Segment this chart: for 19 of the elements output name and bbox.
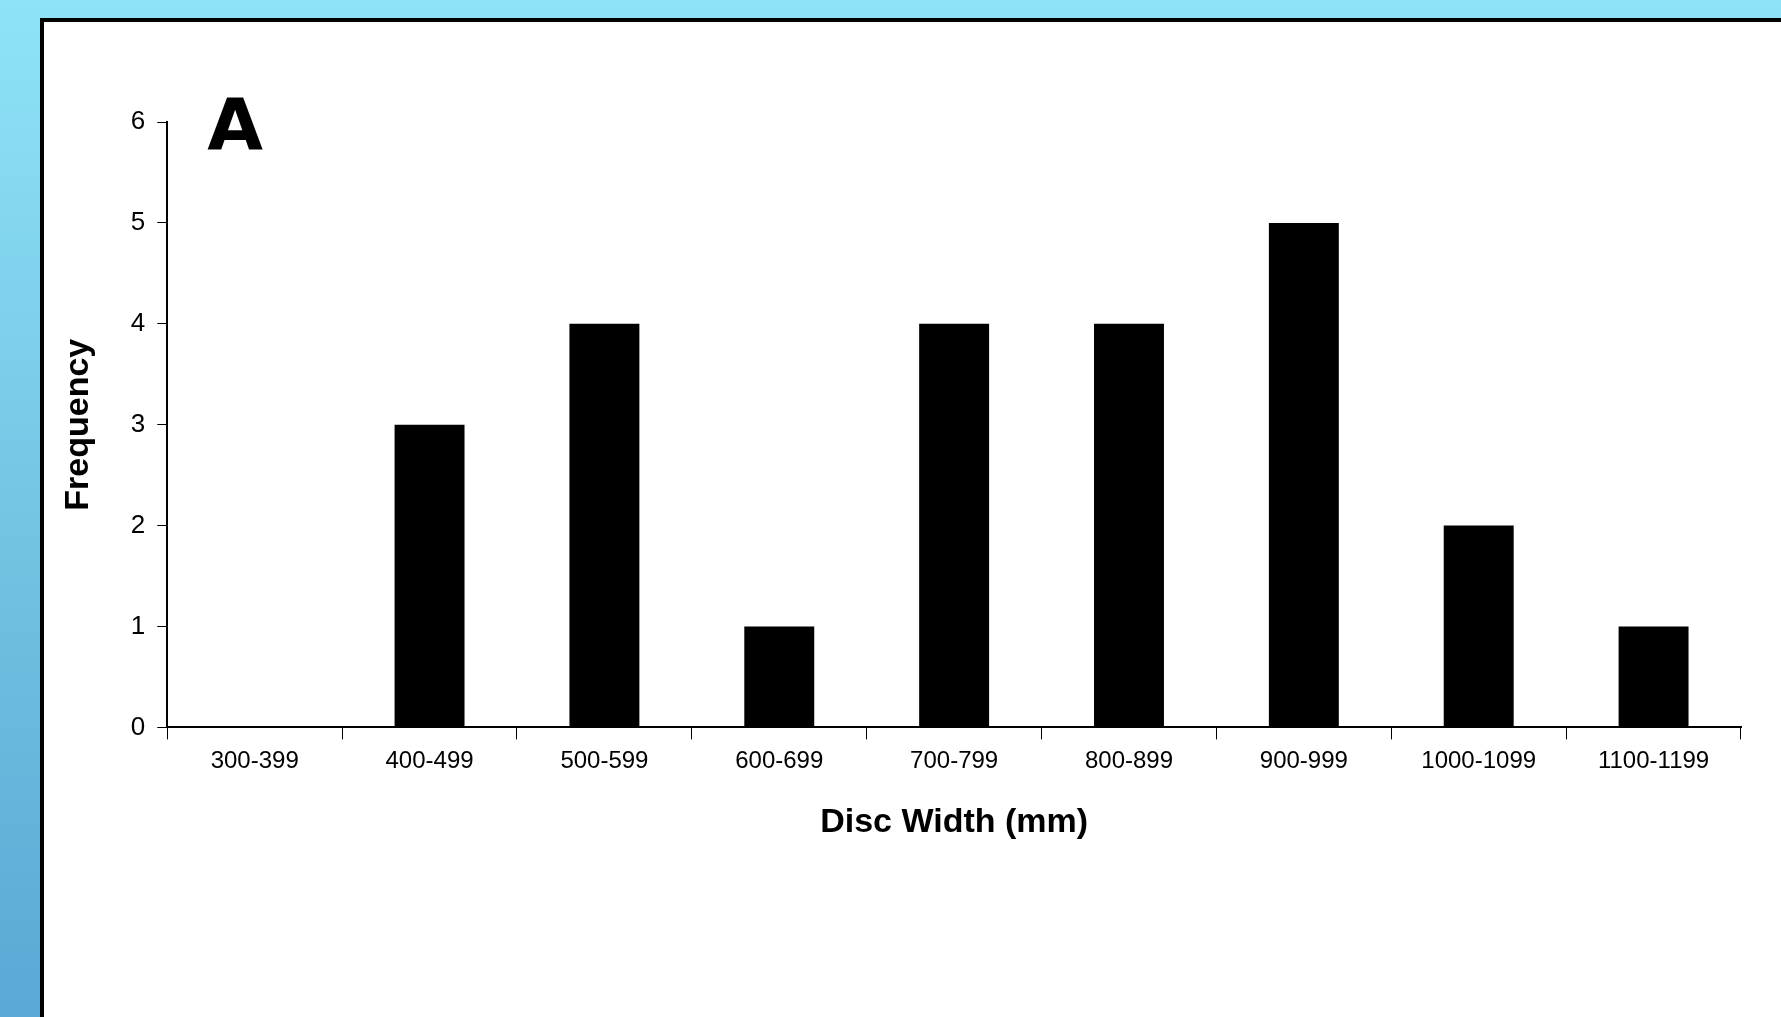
y-tick-label: 1 <box>130 609 146 640</box>
x-tick-label: 600-699 <box>735 746 824 774</box>
y-tick-label: 2 <box>130 508 146 539</box>
y-tick-label: 5 <box>130 206 146 237</box>
x-axis-title: Disc Width (mm) <box>820 800 1089 839</box>
y-axis-title: Frequency <box>56 338 95 511</box>
x-tick-label: 1100-1199 <box>1597 746 1710 774</box>
y-tick-label: 6 <box>130 105 146 136</box>
x-tick-label: 700-799 <box>910 746 999 774</box>
annotation: A <box>207 81 264 166</box>
y-tick-label: 0 <box>130 710 146 741</box>
y-tick-label: 3 <box>130 407 146 438</box>
x-tick-label: 500-599 <box>560 746 649 774</box>
x-tick-label: 800-899 <box>1084 746 1174 774</box>
x-tick-label: 900-999 <box>1259 746 1348 774</box>
y-tick-label: 4 <box>130 306 146 337</box>
x-tick-label: 300-399 <box>210 746 299 774</box>
x-tick-label: 400-499 <box>385 746 474 774</box>
x-tick-label: 1000-1099 <box>1421 746 1537 774</box>
